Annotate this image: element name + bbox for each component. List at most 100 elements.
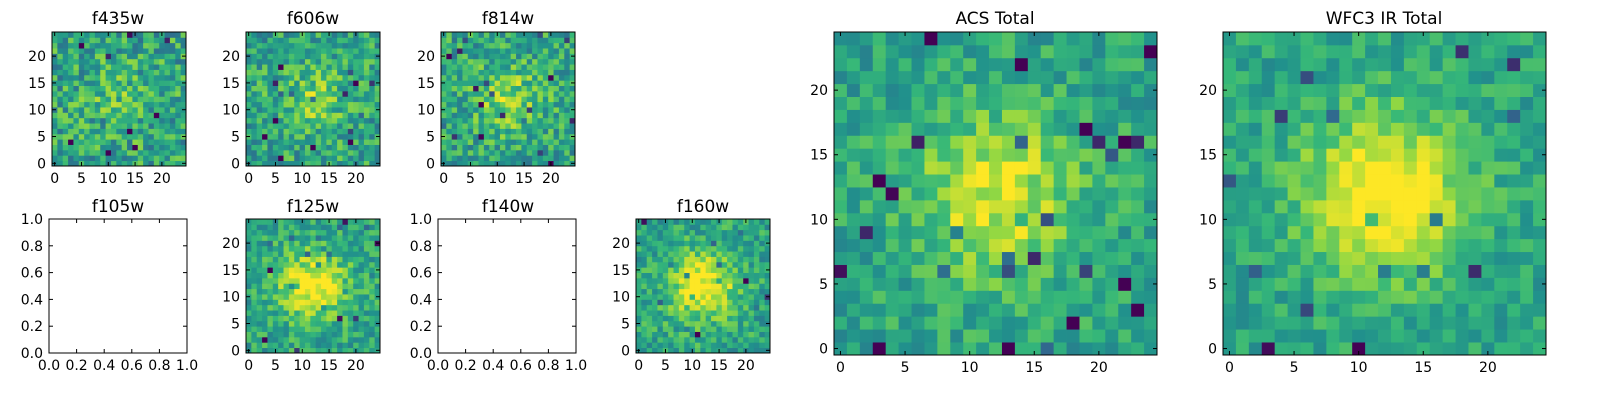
heatmap-cell [1339,212,1353,227]
heatmap-cell [473,32,479,38]
heatmap-cell [662,251,669,257]
heatmap-cell [564,128,571,135]
heatmap-cell [716,336,723,343]
heatmap-cell [657,331,664,338]
heatmap-cell [753,326,760,332]
heatmap-cell [657,288,664,295]
heatmap-cell [1235,57,1250,72]
heatmap-cell [84,32,90,38]
heatmap-cell [1274,122,1288,136]
heatmap-cell [347,37,354,44]
heatmap-cell [337,261,343,268]
heatmap-cell [564,133,571,140]
heatmap-cell [1300,316,1314,330]
heatmap-cell [516,58,522,65]
heatmap-cell [1403,225,1418,240]
heatmap-cell [342,315,349,322]
heatmap-cell [1287,96,1301,110]
heatmap-cell [105,149,112,156]
heatmap-cell [872,57,887,72]
heatmap-cell [363,326,370,332]
heatmap-cell [363,288,370,295]
heatmap-cell [505,107,512,113]
heatmap-cell [1079,290,1093,304]
heatmap-cell [1131,251,1145,265]
heatmap-cell [148,53,155,60]
heatmap-cell [153,139,160,145]
heatmap-cell [1001,212,1016,227]
heatmap-cell [521,69,528,76]
heatmap-cell [1027,148,1042,162]
heatmap-cell [673,219,680,225]
heatmap-cell [143,101,149,108]
heatmap-cell [175,32,182,38]
heatmap-cell [363,347,370,354]
heatmap-cell [446,42,453,49]
heatmap-cell [294,80,300,86]
heatmap-cell [451,80,458,86]
heatmap-cell [499,42,506,49]
heatmap-cell [924,122,938,136]
heatmap-cell [846,187,861,201]
heatmap-cell [116,112,123,119]
heatmap-cell [641,326,648,332]
heatmap-cell [262,336,268,343]
heatmap-cell [315,256,322,263]
heatmap-cell [542,155,549,162]
heatmap-cell [84,112,90,119]
heatmap-cell [337,112,343,119]
heatmap-cell [872,199,887,214]
heatmap-cell [1131,83,1145,97]
heatmap-cell [505,144,512,151]
heatmap-cell [1040,290,1055,304]
heatmap-cell [310,149,317,156]
heatmap-cell [636,277,642,284]
heatmap-cell [989,329,1003,343]
heatmap-cell [1300,251,1314,265]
heatmap-cell [976,148,990,162]
heatmap-cell [84,80,90,86]
heatmap-cell [121,53,128,60]
heatmap-cell [374,69,381,76]
heatmap-cell [342,326,349,332]
heatmap-cell [369,128,376,135]
heatmap-cell [321,235,327,241]
heatmap-cell [153,74,160,81]
heatmap-cell [1053,238,1067,253]
heatmap-cell [569,32,576,38]
heatmap-cell [668,315,674,322]
heatmap-cell [705,277,712,284]
heatmap-cell [716,299,723,306]
heatmap-cell [911,238,925,253]
heatmap-cell [342,42,349,49]
heatmap-cell [169,149,176,156]
heatmap-cell [369,107,376,113]
heatmap-cell [499,32,506,38]
heatmap-cell [1365,187,1379,201]
heatmap-cell [542,69,549,76]
heatmap-cell [526,53,533,60]
heatmap-cell [326,320,333,327]
heatmap-cell [246,261,252,268]
heatmap-cell [1403,329,1418,343]
heatmap-cell [358,272,365,279]
heatmap-cell [1040,109,1055,123]
heatmap-cell [526,85,533,92]
heatmap-cell [1494,251,1508,265]
heatmap-cell [1481,96,1495,110]
heatmap-cell [510,42,517,49]
heatmap-cell [1300,148,1314,162]
heatmap-cell [473,85,479,92]
heatmap-cell [326,251,333,257]
heatmap-cell [1235,148,1250,162]
heatmap-cell [1274,70,1288,85]
heatmap-cell [121,80,128,86]
heatmap-cell [262,320,268,327]
heatmap-cell [116,107,123,113]
heatmap-cell [516,149,522,156]
heatmap-cell [315,299,322,306]
heatmap-cell [342,299,349,306]
heatmap-cell [700,261,707,268]
heatmap-cell [1118,135,1132,149]
heatmap-cell [510,107,517,113]
